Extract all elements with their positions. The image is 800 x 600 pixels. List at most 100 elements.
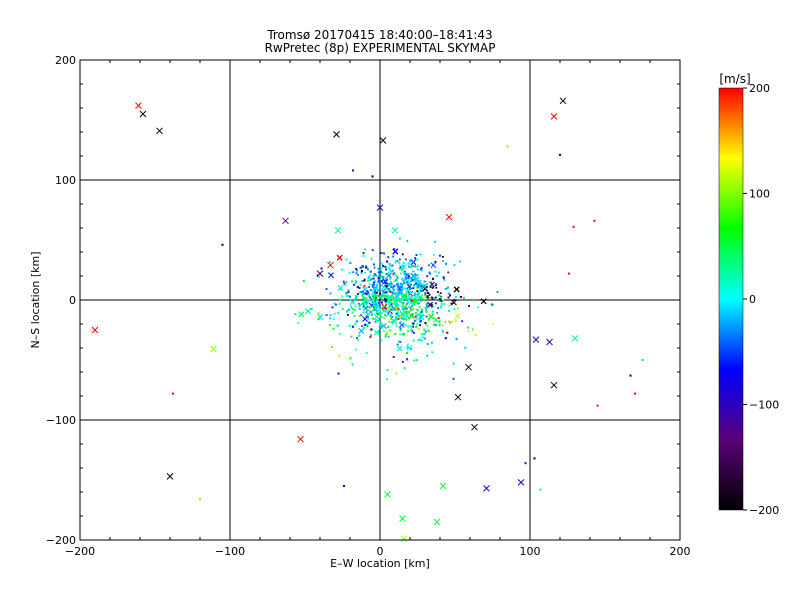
data-point bbox=[452, 377, 455, 380]
data-point bbox=[381, 290, 384, 292]
data-point bbox=[405, 289, 408, 292]
data-point bbox=[391, 291, 394, 294]
data-point bbox=[386, 289, 389, 292]
data-point bbox=[383, 298, 386, 300]
data-point bbox=[400, 301, 403, 304]
data-point-cross bbox=[451, 299, 457, 306]
data-point bbox=[387, 326, 389, 329]
data-point-cross bbox=[349, 299, 356, 305]
colorbar-scale bbox=[718, 87, 744, 511]
data-point-cross bbox=[336, 254, 343, 261]
data-point bbox=[436, 311, 439, 314]
data-point bbox=[397, 317, 400, 320]
data-point bbox=[406, 281, 409, 284]
data-point bbox=[343, 282, 346, 285]
data-point-cross bbox=[406, 283, 413, 290]
data-point bbox=[417, 313, 420, 316]
data-point bbox=[380, 276, 383, 279]
data-point-cross bbox=[391, 318, 398, 325]
data-point bbox=[376, 304, 379, 307]
data-point bbox=[358, 305, 361, 308]
data-point bbox=[380, 296, 382, 299]
data-point bbox=[419, 316, 421, 319]
data-point bbox=[172, 392, 174, 395]
y-tick-label: 200 bbox=[55, 54, 76, 67]
data-point bbox=[362, 297, 365, 300]
chart-subtitle: RwPretec (8p) EXPERIMENTAL SKYMAP bbox=[264, 41, 496, 55]
data-point bbox=[375, 285, 378, 287]
data-point bbox=[568, 272, 570, 275]
data-point bbox=[380, 325, 382, 328]
data-point bbox=[435, 286, 438, 289]
data-point bbox=[420, 310, 423, 313]
data-point bbox=[434, 324, 437, 326]
data-point bbox=[415, 254, 418, 256]
data-point-cross bbox=[421, 283, 427, 290]
data-point bbox=[496, 291, 499, 293]
data-point bbox=[416, 287, 419, 290]
data-point bbox=[424, 322, 427, 325]
data-point bbox=[419, 297, 422, 300]
data-point bbox=[381, 301, 383, 304]
data-point bbox=[376, 287, 379, 290]
data-point bbox=[402, 306, 405, 309]
data-point bbox=[376, 291, 378, 294]
data-point bbox=[371, 249, 374, 252]
data-point bbox=[398, 340, 400, 343]
data-point bbox=[387, 295, 390, 298]
data-point bbox=[411, 298, 413, 301]
data-point bbox=[439, 296, 442, 299]
data-point bbox=[363, 299, 366, 302]
data-point-cross bbox=[454, 393, 462, 401]
data-point bbox=[385, 284, 387, 287]
data-point bbox=[350, 305, 353, 308]
data-point bbox=[441, 324, 444, 327]
data-point bbox=[318, 276, 320, 278]
data-point-cross bbox=[401, 292, 408, 299]
data-point bbox=[414, 257, 417, 260]
data-point bbox=[357, 339, 360, 342]
data-point bbox=[388, 263, 391, 265]
data-point bbox=[365, 297, 368, 300]
data-point bbox=[432, 253, 435, 256]
data-point bbox=[361, 280, 364, 282]
x-tick-label: 100 bbox=[520, 545, 541, 558]
data-point bbox=[454, 319, 457, 321]
data-point bbox=[331, 306, 334, 309]
data-point bbox=[396, 293, 399, 296]
data-point bbox=[382, 264, 384, 267]
data-point bbox=[415, 359, 418, 362]
data-point bbox=[375, 307, 378, 310]
data-point bbox=[317, 312, 320, 315]
data-point bbox=[413, 303, 416, 306]
data-point bbox=[376, 284, 379, 286]
data-point bbox=[397, 299, 400, 302]
data-point bbox=[407, 330, 409, 332]
data-point bbox=[398, 299, 401, 301]
data-point bbox=[360, 291, 362, 294]
data-point bbox=[433, 324, 436, 327]
data-point bbox=[420, 290, 422, 293]
data-point bbox=[386, 260, 389, 263]
data-point bbox=[410, 305, 413, 308]
data-point bbox=[436, 291, 439, 293]
data-point-cross bbox=[559, 97, 567, 105]
data-point bbox=[426, 324, 429, 327]
data-point bbox=[445, 262, 447, 265]
data-point bbox=[351, 311, 354, 314]
data-point-cross bbox=[396, 345, 403, 352]
data-point bbox=[394, 333, 397, 335]
data-point bbox=[392, 272, 395, 275]
data-point bbox=[416, 258, 419, 261]
data-point bbox=[393, 247, 396, 250]
data-point bbox=[364, 300, 366, 303]
data-point bbox=[339, 298, 341, 301]
data-point bbox=[385, 268, 387, 271]
data-point bbox=[450, 302, 453, 305]
data-point bbox=[399, 301, 402, 304]
data-point bbox=[405, 309, 407, 312]
data-point bbox=[374, 286, 377, 289]
data-point bbox=[440, 295, 443, 298]
data-point bbox=[368, 276, 371, 279]
data-point bbox=[398, 258, 401, 261]
